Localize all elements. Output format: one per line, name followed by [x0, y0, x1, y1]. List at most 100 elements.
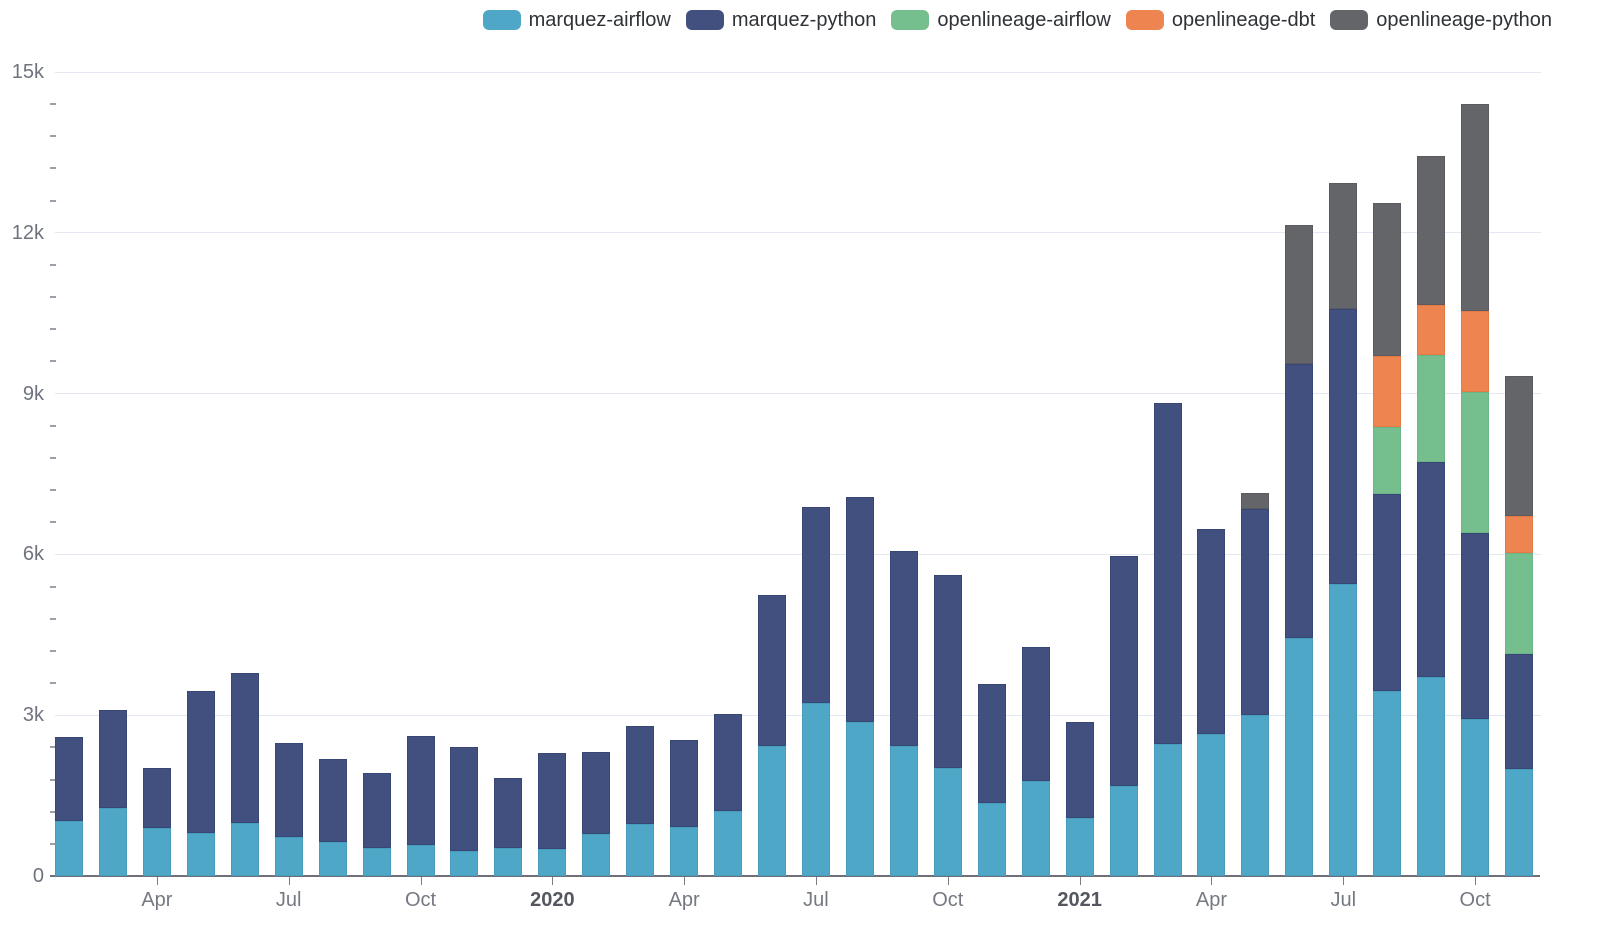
y-axis-label-9k: 9k — [22, 382, 44, 405]
bar-aug-2021-openlineage-python[interactable] — [1373, 203, 1402, 357]
bar-feb-2021-marquez-airflow[interactable] — [1109, 786, 1138, 876]
y-minor-tick — [50, 649, 56, 652]
bar-nov-2021-marquez-airflow[interactable] — [1505, 769, 1534, 876]
bar-jan-2020-marquez-airflow[interactable] — [538, 849, 567, 876]
legend-item-marquez-airflow[interactable]: marquez-airflow — [482, 10, 671, 30]
bar-may-2021-marquez-airflow[interactable] — [1241, 715, 1270, 876]
bar-mar-2020-marquez-airflow[interactable] — [626, 824, 655, 876]
bar-jul-2020-marquez-python[interactable] — [801, 507, 830, 704]
bar-jul-2019-marquez-airflow[interactable] — [274, 837, 303, 876]
bar-jan-2021-marquez-python[interactable] — [1065, 722, 1094, 818]
bar-jan-2020-marquez-python[interactable] — [538, 753, 567, 850]
bar-aug-2019-marquez-airflow[interactable] — [318, 842, 347, 876]
x-axis-label-2020: 2020 — [530, 889, 575, 911]
bar-jul-2020-marquez-airflow[interactable] — [801, 703, 830, 876]
bar-apr-2021-marquez-python[interactable] — [1197, 529, 1226, 735]
x-axis-label-oct: Oct — [932, 889, 964, 911]
bar-jun-2020-marquez-airflow[interactable] — [758, 746, 787, 876]
bar-dec-2020-marquez-python[interactable] — [1021, 647, 1050, 781]
bar-jun-2019-marquez-airflow[interactable] — [230, 823, 259, 876]
bar-mar-2019-marquez-airflow[interactable] — [98, 807, 127, 876]
bar-apr-2020-marquez-python[interactable] — [670, 740, 699, 828]
bar-oct-2021-marquez-python[interactable] — [1461, 533, 1490, 720]
bar-sep-2021-openlineage-python[interactable] — [1417, 156, 1446, 306]
bar-jun-2019-marquez-python[interactable] — [230, 672, 259, 824]
bar-apr-2021-marquez-airflow[interactable] — [1197, 734, 1226, 876]
bar-oct-2019-marquez-python[interactable] — [406, 735, 435, 846]
bar-mar-2021-marquez-python[interactable] — [1153, 402, 1182, 745]
bar-jun-2021-marquez-python[interactable] — [1285, 363, 1314, 638]
bar-nov-2019-marquez-python[interactable] — [450, 747, 479, 851]
bar-jan-2021-marquez-airflow[interactable] — [1065, 817, 1094, 876]
bar-aug-2021-openlineage-dbt[interactable] — [1373, 356, 1402, 427]
bar-mar-2020-marquez-python[interactable] — [626, 726, 655, 824]
bar-sep-2019-marquez-python[interactable] — [362, 773, 391, 849]
bar-feb-2020-marquez-python[interactable] — [582, 752, 611, 835]
bar-nov-2020-marquez-python[interactable] — [977, 684, 1006, 804]
bar-sep-2021-openlineage-airflow[interactable] — [1417, 355, 1446, 462]
legend-item-marquez-python[interactable]: marquez-python — [685, 10, 876, 30]
bar-sep-2021-marquez-airflow[interactable] — [1417, 676, 1446, 876]
bar-aug-2020-marquez-python[interactable] — [845, 496, 874, 722]
bar-nov-2020-marquez-airflow[interactable] — [977, 803, 1006, 876]
bar-jul-2021-marquez-airflow[interactable] — [1329, 583, 1358, 876]
bar-nov-2021-marquez-python[interactable] — [1505, 653, 1534, 770]
bar-oct-2021-openlineage-python[interactable] — [1461, 104, 1490, 312]
legend-item-openlineage-airflow[interactable]: openlineage-airflow — [891, 9, 1111, 31]
bar-sep-2021-marquez-python[interactable] — [1417, 461, 1446, 677]
bar-jul-2019-marquez-python[interactable] — [274, 742, 303, 838]
y-minor-tick — [50, 810, 56, 813]
bar-sep-2020-marquez-airflow[interactable] — [889, 746, 918, 876]
bar-jun-2020-marquez-python[interactable] — [758, 595, 787, 747]
x-axis-label-apr: Apr — [668, 889, 700, 911]
bar-mar-2021-marquez-airflow[interactable] — [1153, 744, 1182, 876]
bar-oct-2021-openlineage-dbt[interactable] — [1461, 311, 1490, 392]
bar-dec-2019-marquez-python[interactable] — [494, 777, 523, 849]
legend-label: openlineage-python — [1376, 9, 1552, 31]
bar-may-2020-marquez-python[interactable] — [714, 714, 743, 811]
bar-apr-2019-marquez-airflow[interactable] — [142, 827, 171, 876]
bar-aug-2021-openlineage-airflow[interactable] — [1373, 426, 1402, 494]
bar-feb-2021-marquez-python[interactable] — [1109, 556, 1138, 787]
legend-swatch-marquez-python — [685, 10, 724, 30]
bar-nov-2021-openlineage-dbt[interactable] — [1505, 515, 1534, 554]
bar-feb-2019-marquez-python[interactable] — [55, 736, 83, 821]
legend-label: openlineage-airflow — [937, 9, 1111, 31]
bar-dec-2020-marquez-airflow[interactable] — [1021, 780, 1050, 876]
bar-may-2020-marquez-airflow[interactable] — [714, 810, 743, 876]
bar-feb-2020-marquez-airflow[interactable] — [582, 834, 611, 876]
legend-item-openlineage-dbt[interactable]: openlineage-dbt — [1125, 10, 1315, 30]
bar-may-2021-openlineage-python[interactable] — [1241, 493, 1270, 510]
bar-aug-2020-marquez-airflow[interactable] — [845, 721, 874, 876]
bar-aug-2021-marquez-python[interactable] — [1373, 493, 1402, 691]
bar-dec-2019-marquez-airflow[interactable] — [494, 848, 523, 876]
bar-oct-2019-marquez-airflow[interactable] — [406, 845, 435, 876]
bar-feb-2019-marquez-airflow[interactable] — [55, 820, 83, 876]
bar-may-2019-marquez-python[interactable] — [186, 690, 215, 833]
bar-nov-2021-openlineage-airflow[interactable] — [1505, 553, 1534, 654]
bar-apr-2020-marquez-airflow[interactable] — [670, 827, 699, 876]
bar-oct-2021-openlineage-airflow[interactable] — [1461, 391, 1490, 534]
x-axis-tick-apr — [1211, 877, 1213, 885]
bar-jun-2021-openlineage-python[interactable] — [1285, 224, 1314, 364]
x-axis-tick-oct — [420, 877, 422, 885]
bar-mar-2019-marquez-python[interactable] — [98, 709, 127, 808]
bar-sep-2019-marquez-airflow[interactable] — [362, 848, 391, 876]
x-axis-tick-2020 — [552, 877, 554, 885]
bar-oct-2020-marquez-airflow[interactable] — [933, 767, 962, 876]
bar-jul-2021-openlineage-python[interactable] — [1329, 182, 1358, 309]
bar-nov-2019-marquez-airflow[interactable] — [450, 850, 479, 876]
bar-oct-2021-marquez-airflow[interactable] — [1461, 719, 1490, 876]
bar-nov-2021-openlineage-python[interactable] — [1505, 376, 1534, 516]
legend-item-openlineage-python[interactable]: openlineage-python — [1330, 10, 1552, 30]
bar-aug-2021-marquez-airflow[interactable] — [1373, 690, 1402, 876]
bar-sep-2020-marquez-python[interactable] — [889, 550, 918, 747]
bar-sep-2021-openlineage-dbt[interactable] — [1417, 305, 1446, 355]
bar-may-2019-marquez-airflow[interactable] — [186, 832, 215, 876]
bar-may-2021-marquez-python[interactable] — [1241, 509, 1270, 716]
bar-oct-2020-marquez-python[interactable] — [933, 574, 962, 768]
bar-jul-2021-marquez-python[interactable] — [1329, 308, 1358, 584]
bar-jun-2021-marquez-airflow[interactable] — [1285, 638, 1314, 876]
bar-apr-2019-marquez-python[interactable] — [142, 767, 171, 828]
bar-aug-2019-marquez-python[interactable] — [318, 759, 347, 843]
